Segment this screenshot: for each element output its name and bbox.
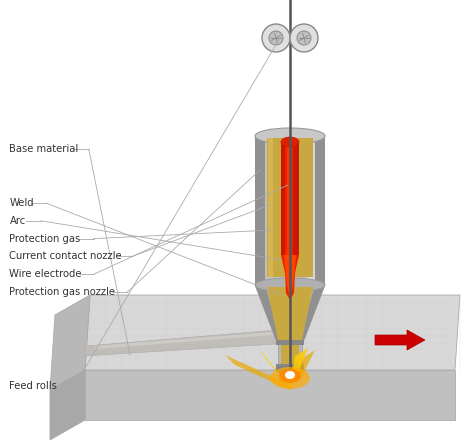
Polygon shape [299, 285, 325, 340]
Polygon shape [50, 295, 90, 390]
Text: Protection gas nozzle: Protection gas nozzle [9, 287, 116, 297]
Bar [276, 364, 304, 370]
Polygon shape [260, 348, 308, 388]
Bar [255, 136, 265, 285]
Polygon shape [284, 255, 296, 299]
Ellipse shape [281, 137, 299, 147]
Bar [276, 340, 304, 345]
Polygon shape [85, 370, 455, 420]
Text: Protection gas: Protection gas [9, 234, 81, 244]
Polygon shape [281, 255, 299, 300]
Polygon shape [85, 295, 460, 370]
Text: Current contact nozzle: Current contact nozzle [9, 252, 122, 261]
Polygon shape [255, 285, 325, 340]
Ellipse shape [276, 366, 304, 374]
FancyArrow shape [375, 330, 425, 350]
Ellipse shape [269, 31, 283, 45]
Bar [267, 138, 313, 277]
Polygon shape [95, 331, 285, 349]
Ellipse shape [255, 128, 325, 144]
Bar [281, 345, 299, 364]
Polygon shape [267, 287, 313, 340]
Text: Weld: Weld [9, 198, 34, 208]
Polygon shape [225, 350, 315, 390]
Bar [281, 142, 299, 255]
Bar [278, 340, 302, 370]
Text: Feed rolls: Feed rolls [9, 381, 57, 391]
Text: Base material: Base material [9, 145, 79, 154]
Bar [315, 136, 325, 285]
Polygon shape [85, 330, 285, 356]
Bar [265, 136, 315, 285]
Bar [285, 142, 293, 255]
Ellipse shape [297, 31, 311, 45]
Ellipse shape [290, 24, 318, 52]
Polygon shape [50, 370, 85, 440]
Ellipse shape [279, 369, 301, 383]
Bar [287, 142, 291, 255]
Ellipse shape [262, 24, 290, 52]
Ellipse shape [255, 278, 325, 292]
Text: Arc: Arc [9, 216, 26, 226]
Bar [268, 138, 273, 277]
Ellipse shape [285, 371, 295, 379]
Ellipse shape [270, 367, 310, 389]
Polygon shape [255, 285, 281, 340]
Text: Wire electrode: Wire electrode [9, 269, 82, 279]
Bar [307, 136, 315, 285]
